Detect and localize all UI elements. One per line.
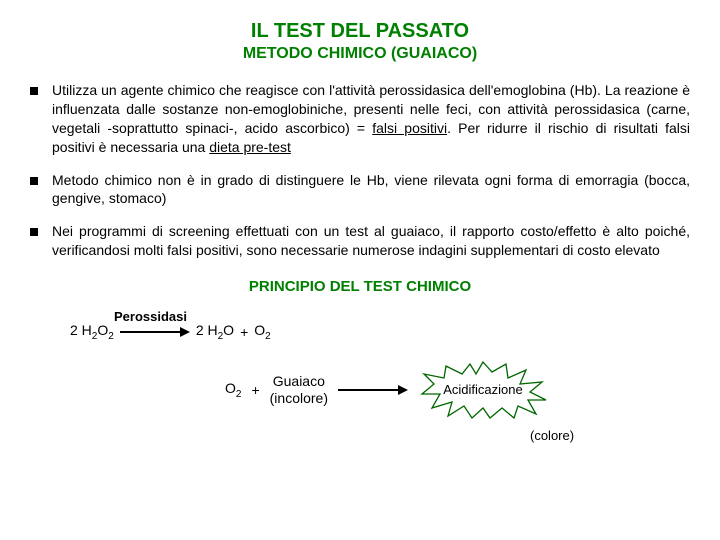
bullet-text-3: Nei programmi di screening effettuati co… [52, 222, 690, 260]
starburst: Acidificazione [418, 360, 548, 420]
bullet-marker [30, 87, 38, 95]
colore-label: (colore) [530, 428, 690, 443]
bullet-2: Metodo chimico non è in grado di disting… [30, 171, 690, 209]
bullet-3: Nei programmi di screening effettuati co… [30, 222, 690, 260]
formula-o2: O2 [254, 322, 270, 342]
arrow-icon [338, 384, 408, 396]
page-subtitle: METODO CHIMICO (GUAIACO) [30, 45, 690, 63]
reaction-area: Perossidasi 2 H2O2 2 H2O + O2 O2 + Guaia… [30, 309, 690, 420]
reaction-line-2: O2 + Guaiaco (incolore) Acidificazione [225, 360, 690, 420]
reaction-line-1: 2 H2O2 2 H2O + O2 [70, 322, 690, 342]
acidificazione-label: Acidificazione [443, 382, 523, 397]
bullet-1: Utilizza un agente chimico che reagisce … [30, 81, 690, 157]
underline-2: dieta pre-test [209, 139, 291, 155]
bullet-marker [30, 228, 38, 236]
plus: + [240, 324, 248, 340]
arrow-icon [120, 326, 190, 338]
underline-1: falsi positivi [372, 120, 447, 136]
bullet-marker [30, 177, 38, 185]
plus: + [251, 382, 259, 398]
bullet-text-1: Utilizza un agente chimico che reagisce … [52, 81, 690, 157]
formula-o2-b: O2 [225, 380, 241, 400]
formula-2h2o2: 2 H2O2 [70, 322, 114, 342]
page-title: IL TEST DEL PASSATO [30, 20, 690, 43]
guaiaco-label: Guaiaco (incolore) [270, 373, 328, 407]
bullet-text-2: Metodo chimico non è in grado di disting… [52, 171, 690, 209]
formula-2h2o: 2 H2O [196, 322, 234, 342]
section-title: PRINCIPIO DEL TEST CHIMICO [30, 278, 690, 295]
